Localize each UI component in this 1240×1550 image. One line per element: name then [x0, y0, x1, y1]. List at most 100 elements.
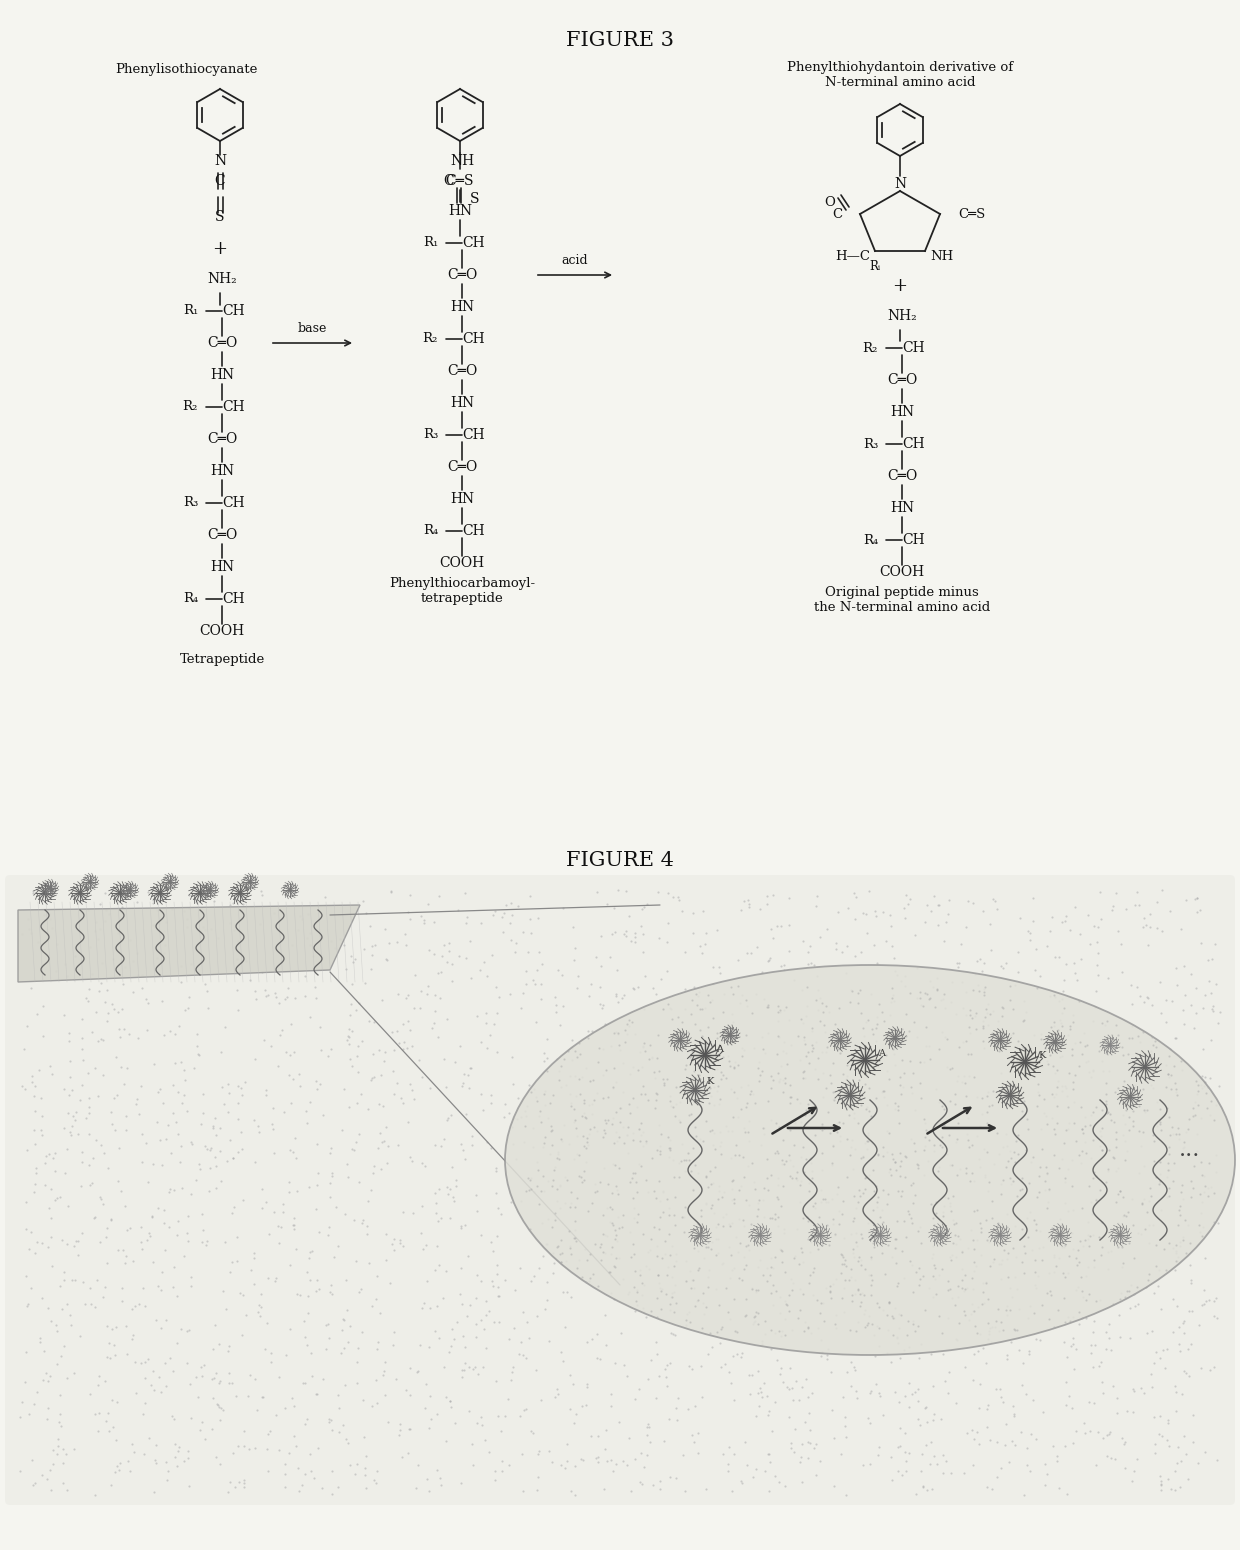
Point — [909, 1407, 929, 1432]
Point — [844, 1245, 864, 1269]
Point — [734, 1214, 754, 1238]
Point — [790, 1172, 810, 1197]
Point — [869, 992, 889, 1017]
Point — [35, 1173, 55, 1198]
Point — [231, 1280, 250, 1305]
Point — [779, 887, 799, 911]
Point — [595, 1012, 615, 1037]
Point — [895, 1459, 915, 1483]
Point — [376, 947, 396, 972]
Point — [911, 1331, 931, 1356]
Point — [531, 1110, 551, 1135]
Point — [853, 1198, 873, 1223]
Point — [50, 1410, 69, 1435]
Point — [771, 1249, 791, 1274]
Point — [1182, 992, 1202, 1017]
Point — [505, 939, 525, 964]
Point — [693, 899, 713, 924]
Point — [1159, 1142, 1179, 1167]
Point — [1025, 936, 1045, 961]
Point — [746, 1403, 766, 1428]
Point — [730, 990, 750, 1015]
Point — [766, 1110, 786, 1135]
Point — [1061, 1173, 1081, 1198]
Point — [434, 1127, 454, 1152]
Point — [281, 933, 301, 958]
Point — [69, 1088, 89, 1113]
Point — [614, 1353, 634, 1378]
Point — [563, 1372, 583, 1397]
Text: S: S — [216, 209, 224, 225]
Point — [195, 972, 215, 997]
Point — [1090, 1133, 1110, 1158]
Point — [903, 1060, 923, 1085]
Point — [1063, 1009, 1083, 1034]
Point — [1194, 1291, 1214, 1316]
Point — [1148, 1274, 1168, 1299]
Point — [647, 1082, 667, 1107]
Point — [1162, 1063, 1182, 1088]
Point — [1120, 1076, 1140, 1100]
Point — [620, 1008, 640, 1032]
Point — [1145, 1431, 1164, 1455]
Point — [963, 1276, 983, 1300]
Point — [306, 1279, 326, 1304]
Text: +: + — [212, 240, 227, 257]
Point — [765, 1321, 785, 1345]
Point — [915, 1125, 935, 1150]
Point — [527, 1477, 547, 1502]
Point — [853, 1145, 873, 1170]
Point — [993, 1389, 1013, 1414]
Point — [1169, 1127, 1189, 1152]
Point — [1123, 1459, 1143, 1483]
Point — [775, 1260, 795, 1285]
Point — [990, 1252, 1009, 1277]
Point — [789, 1389, 808, 1414]
Point — [181, 952, 201, 976]
Point — [1029, 1235, 1049, 1260]
Point — [918, 893, 937, 918]
Point — [609, 1125, 629, 1150]
Point — [262, 1111, 281, 1136]
Point — [1202, 1088, 1221, 1113]
Point — [232, 905, 252, 930]
Point — [603, 1234, 622, 1259]
Point — [764, 1293, 784, 1318]
Point — [704, 1201, 724, 1226]
Point — [835, 1299, 854, 1324]
Point — [770, 1285, 790, 1310]
Point — [486, 1158, 506, 1183]
Point — [970, 947, 990, 972]
Point — [341, 992, 361, 1017]
Text: Phenylthiohydantoin derivative of
N-terminal amino acid: Phenylthiohydantoin derivative of N-term… — [787, 60, 1013, 88]
Point — [729, 1206, 749, 1231]
Point — [1058, 1023, 1078, 1048]
Point — [195, 1353, 215, 1378]
Point — [742, 941, 761, 966]
Point — [460, 928, 480, 953]
Point — [476, 1302, 496, 1327]
Point — [885, 1150, 905, 1175]
Point — [794, 1206, 813, 1231]
Point — [780, 1149, 800, 1173]
Point — [916, 1034, 936, 1059]
Point — [874, 1009, 894, 1034]
Point — [818, 1338, 838, 1362]
Point — [1112, 1426, 1132, 1451]
Point — [190, 1418, 210, 1443]
Point — [707, 1242, 727, 1266]
Point — [1159, 1434, 1179, 1459]
Point — [856, 1009, 875, 1034]
Point — [1177, 1119, 1197, 1144]
Point — [36, 1361, 56, 1386]
Point — [1063, 1395, 1083, 1420]
Point — [113, 972, 133, 997]
Point — [595, 1111, 615, 1136]
Point — [1033, 1248, 1053, 1273]
Point — [830, 997, 849, 1021]
Point — [1159, 1175, 1179, 1200]
Point — [1066, 1245, 1086, 1269]
Point — [895, 1224, 915, 1249]
Point — [698, 1276, 718, 1300]
Text: Phenylthiocarbamoyl-
tetrapeptide: Phenylthiocarbamoyl- tetrapeptide — [389, 577, 536, 604]
